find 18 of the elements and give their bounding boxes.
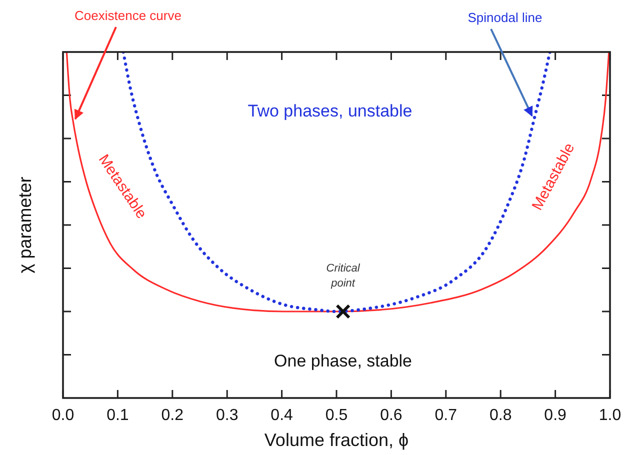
x-tick-label: 0.0 [52,407,74,424]
x-tick-label: 0.5 [325,407,348,424]
text: Spinodal line [468,10,542,25]
x-tick-label: 0.7 [434,407,458,424]
annotation: Critical point [326,262,360,290]
x-tick-label: 0.6 [380,407,402,424]
x-tick-label: 1.0 [598,407,622,424]
x-axis-title: Volume fraction, ϕ [264,430,409,450]
x-tick-label: 0.3 [216,407,238,424]
annotation: One phase, stable [274,351,412,370]
text: Coexistence curve [74,8,182,23]
x-tick-label: 0.9 [544,407,567,424]
x-tick-label: 0.2 [161,407,184,424]
x-tick-label: 0.8 [489,407,512,424]
x-tick-label: 0.4 [270,407,294,424]
annotation: Two phases, unstable [248,101,412,120]
y-axis-title: χ parameter [15,176,35,274]
x-tick-label: 0.1 [106,407,129,424]
